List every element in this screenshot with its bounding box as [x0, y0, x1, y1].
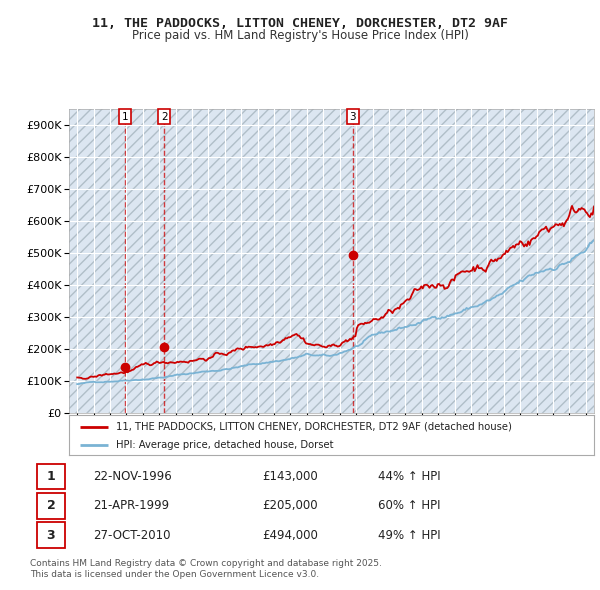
Text: 2: 2	[161, 112, 167, 122]
Text: 44% ↑ HPI: 44% ↑ HPI	[378, 470, 440, 483]
Text: 1: 1	[121, 112, 128, 122]
Text: Contains HM Land Registry data © Crown copyright and database right 2025.
This d: Contains HM Land Registry data © Crown c…	[30, 559, 382, 579]
FancyBboxPatch shape	[37, 522, 65, 548]
Text: 3: 3	[350, 112, 356, 122]
Text: 22-NOV-1996: 22-NOV-1996	[94, 470, 172, 483]
Text: HPI: Average price, detached house, Dorset: HPI: Average price, detached house, Dors…	[116, 440, 334, 450]
Text: 60% ↑ HPI: 60% ↑ HPI	[378, 499, 440, 513]
Text: 49% ↑ HPI: 49% ↑ HPI	[378, 529, 440, 542]
Text: £494,000: £494,000	[262, 529, 318, 542]
Text: £205,000: £205,000	[262, 499, 317, 513]
FancyBboxPatch shape	[37, 493, 65, 519]
Text: 11, THE PADDOCKS, LITTON CHENEY, DORCHESTER, DT2 9AF (detached house): 11, THE PADDOCKS, LITTON CHENEY, DORCHES…	[116, 422, 512, 432]
Text: £143,000: £143,000	[262, 470, 317, 483]
Text: Price paid vs. HM Land Registry's House Price Index (HPI): Price paid vs. HM Land Registry's House …	[131, 30, 469, 42]
Text: 27-OCT-2010: 27-OCT-2010	[94, 529, 171, 542]
Text: 11, THE PADDOCKS, LITTON CHENEY, DORCHESTER, DT2 9AF: 11, THE PADDOCKS, LITTON CHENEY, DORCHES…	[92, 17, 508, 30]
Text: 3: 3	[47, 529, 55, 542]
FancyBboxPatch shape	[37, 464, 65, 490]
Text: 1: 1	[47, 470, 55, 483]
Text: 21-APR-1999: 21-APR-1999	[94, 499, 170, 513]
Text: 2: 2	[47, 499, 55, 513]
